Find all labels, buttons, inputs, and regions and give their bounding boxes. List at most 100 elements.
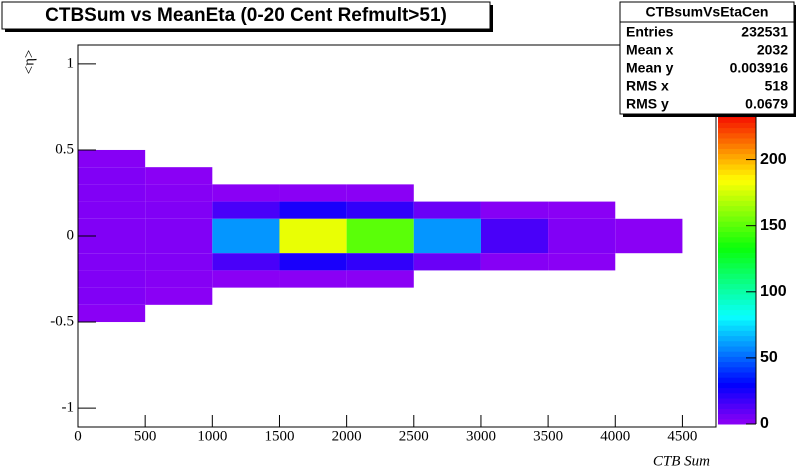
colorbar-step <box>718 278 756 285</box>
stats-label: RMS y <box>626 96 669 112</box>
x-tick-label: 2000 <box>332 428 362 444</box>
z-tick-label: 200 <box>760 151 787 168</box>
colorbar-step <box>718 200 756 207</box>
cells <box>78 149 683 323</box>
cell <box>480 201 549 219</box>
y-axis-title: <η> <box>21 50 37 75</box>
cell <box>279 236 347 254</box>
colorbar-step <box>718 127 756 134</box>
cell <box>78 184 146 202</box>
colorbar-step <box>718 268 756 274</box>
colorbar-step <box>718 226 756 233</box>
colorbar-step <box>718 398 756 404</box>
cell <box>78 201 146 219</box>
cell <box>212 236 280 254</box>
colorbar-step <box>718 117 756 123</box>
cell <box>615 236 683 254</box>
z-tick-label: 0 <box>760 415 769 432</box>
colorbar-step <box>718 335 756 342</box>
stats-label: RMS x <box>626 78 669 94</box>
cell <box>78 304 146 323</box>
title-box <box>1 1 491 30</box>
colorbar-step <box>718 164 756 170</box>
stats-value: 518 <box>765 78 789 94</box>
cell <box>413 218 481 236</box>
colorbar-step <box>718 236 756 243</box>
cell <box>78 236 146 254</box>
cell <box>145 287 213 305</box>
cell <box>346 184 414 202</box>
cell <box>548 236 616 254</box>
x-tick-label: 4500 <box>667 428 697 444</box>
cell <box>78 270 146 288</box>
colorbar-step <box>718 273 756 279</box>
colorbar-step <box>718 231 756 238</box>
colorbar-step <box>718 216 756 222</box>
colorbar-step <box>718 299 756 305</box>
colorbar-step <box>718 304 756 311</box>
colorbar-step <box>718 294 756 300</box>
cell <box>78 218 146 236</box>
axes: 0 500 1000 1500 2000 2500 3000 3500 4000 4500-1-0… <box>50 45 787 444</box>
stats-value: 0.0679 <box>745 96 788 112</box>
colorbar-step <box>718 158 756 165</box>
x-tick-label: 500 <box>134 428 157 444</box>
cell <box>279 184 347 202</box>
colorbar-step <box>718 174 756 181</box>
colorbar-step <box>718 372 756 378</box>
x-tick-label: 1000 <box>197 428 227 444</box>
colorbar-step <box>718 361 756 368</box>
colorbar-step <box>718 242 756 248</box>
cell <box>413 201 481 219</box>
colorbar-step <box>718 122 756 129</box>
cell <box>279 201 347 219</box>
y-tick-label: -0.5 <box>50 313 74 329</box>
colorbar-step <box>718 330 756 337</box>
colorbar-step <box>718 408 756 415</box>
colorbar-step <box>718 346 756 352</box>
stats-label: Entries <box>626 24 674 40</box>
colorbar-step <box>718 377 756 383</box>
colorbar-step <box>718 221 756 227</box>
colorbar-step <box>718 184 756 191</box>
x-tick-label: 3000 <box>466 428 496 444</box>
cell <box>413 253 481 271</box>
colorbar-step <box>718 132 756 139</box>
cell <box>145 184 213 202</box>
cell <box>346 253 414 271</box>
cell <box>145 236 213 254</box>
x-tick-label: 3500 <box>533 428 563 444</box>
colorbar-step <box>718 413 756 420</box>
stats-panel <box>619 1 795 115</box>
chart-title: CTBSum vs MeanEta (0-20 Cent Refmult>51) <box>45 5 447 26</box>
colorbar-step <box>718 366 756 373</box>
y-tick-label: 0 <box>67 227 75 243</box>
colorbar-step <box>718 387 756 394</box>
cell <box>145 167 213 185</box>
colorbar-step <box>718 262 756 269</box>
y-tick-label: -1 <box>62 400 75 416</box>
stats-label: Mean y <box>626 60 674 76</box>
colorbar-step <box>718 392 756 399</box>
cell <box>346 201 414 219</box>
cell <box>548 253 616 271</box>
cell <box>346 236 414 254</box>
cell <box>78 253 146 271</box>
cell <box>279 270 347 288</box>
colorbar-step <box>718 320 756 326</box>
colorbar-step <box>718 418 756 425</box>
cell <box>279 253 347 271</box>
colorbar-step <box>718 148 756 155</box>
cell <box>279 218 347 236</box>
z-tick-label: 50 <box>760 349 778 366</box>
x-tick-label: 2500 <box>399 428 429 444</box>
colorbar-step <box>718 205 756 212</box>
colorbar-step <box>718 283 756 290</box>
y-tick-label: 0.5 <box>55 141 74 157</box>
colorbar-step <box>718 314 756 321</box>
colorbar-step <box>718 143 756 149</box>
cell <box>212 201 280 219</box>
colorbar-step <box>718 340 756 347</box>
